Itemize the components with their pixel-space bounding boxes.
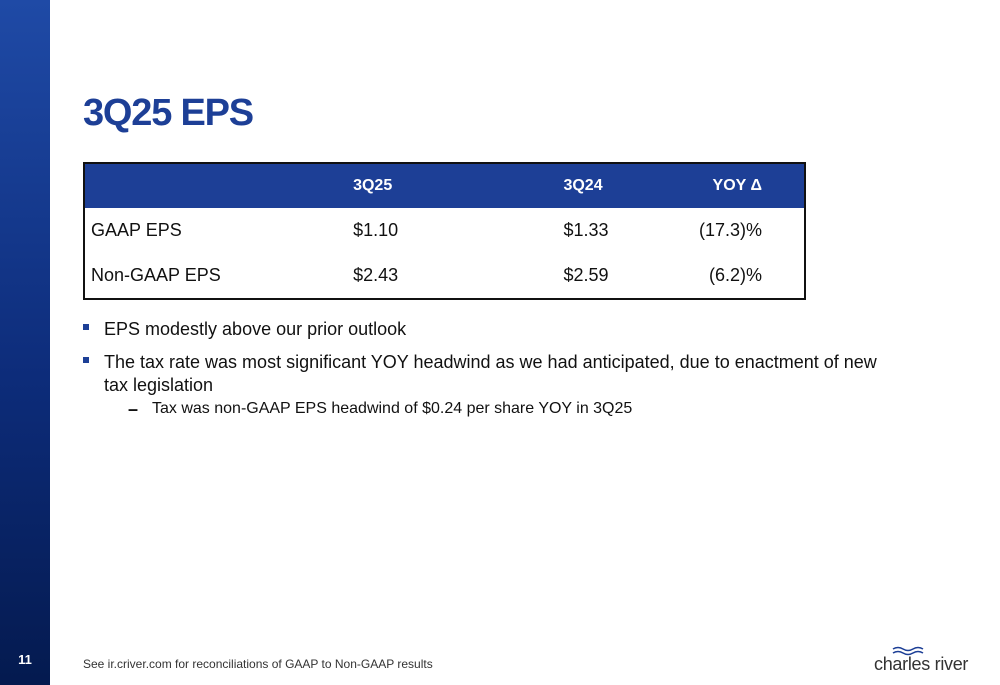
table-row: Non-GAAP EPS $2.43 $2.59 (6.2)% xyxy=(84,253,805,299)
header-3q25: 3Q25 xyxy=(353,177,393,194)
dash-bullet-icon: – xyxy=(128,399,139,419)
logo-text: charles river xyxy=(874,654,969,674)
row-label: GAAP EPS xyxy=(91,220,182,240)
row-label: Non-GAAP EPS xyxy=(91,265,221,285)
bullet-list: EPS modestly above our prior outlook The… xyxy=(83,318,883,429)
bullet-text: EPS modestly above our prior outlook xyxy=(104,319,407,339)
page-number: 11 xyxy=(18,652,32,667)
header-label-cell xyxy=(84,163,277,208)
cell-yoy: (17.3)% xyxy=(698,220,762,240)
square-bullet-icon xyxy=(83,357,89,363)
bullet-item: EPS modestly above our prior outlook xyxy=(83,318,883,341)
cell-3q25: $1.10 xyxy=(353,220,399,240)
cell-3q25: $2.43 xyxy=(353,265,399,285)
footnote: See ir.criver.com for reconciliations of… xyxy=(83,657,433,671)
cell-yoy: (6.2)% xyxy=(708,265,762,285)
waves-icon xyxy=(892,646,924,656)
side-accent-bar xyxy=(0,0,50,685)
bullet-item: The tax rate was most significant YOY he… xyxy=(83,351,883,419)
square-bullet-icon xyxy=(83,324,89,330)
cell-3q24: $1.33 xyxy=(563,220,609,240)
header-yoy-delta: YOY Δ xyxy=(712,177,762,194)
eps-table: 3Q25 3Q24 YOY Δ GAAP EPS $1.10 $1.33 (17… xyxy=(83,162,806,300)
charles-river-logo: charles river xyxy=(866,646,968,674)
sub-bullet-text: Tax was non-GAAP EPS headwind of $0.24 p… xyxy=(152,400,633,417)
header-3q24: 3Q24 xyxy=(563,177,603,194)
sub-bullet-item: – Tax was non-GAAP EPS headwind of $0.24… xyxy=(104,399,883,419)
cell-3q24: $2.59 xyxy=(563,265,609,285)
bullet-text: The tax rate was most significant YOY he… xyxy=(104,352,877,395)
table-header-row: 3Q25 3Q24 YOY Δ xyxy=(84,163,805,208)
slide-title: 3Q25 EPS xyxy=(83,92,254,134)
table-row: GAAP EPS $1.10 $1.33 (17.3)% xyxy=(84,208,805,253)
